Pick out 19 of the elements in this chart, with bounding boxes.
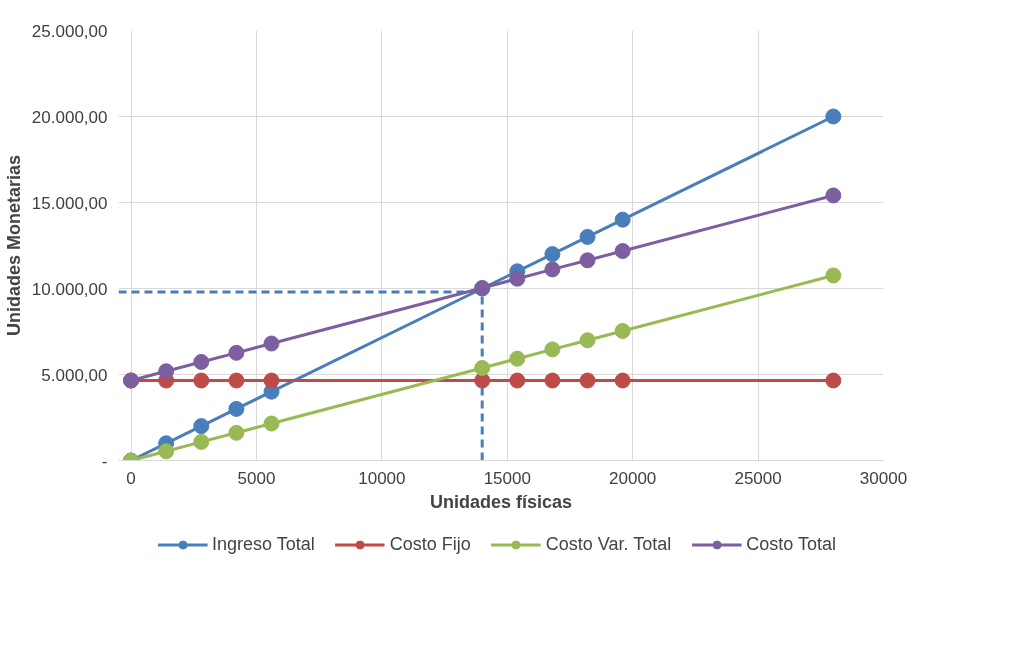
x-tick-label: 20000 (609, 468, 657, 488)
y-axis-title: Unidades Monetarias (3, 154, 24, 337)
legend-label: Costo Total (746, 533, 836, 555)
x-tick-label: 0 (126, 468, 136, 488)
x-tick-label: 15000 (483, 468, 531, 488)
x-tick-label: 30000 (859, 468, 908, 488)
legend-label: Costo Fijo (389, 533, 471, 555)
y-tick-label: 5.000,00 (41, 365, 108, 385)
legend-label: Ingreso Total (212, 533, 315, 555)
x-tick-label: 25000 (734, 468, 782, 488)
x-tick-label: 5000 (237, 468, 276, 488)
y-tick-label: 25.000,00 (31, 21, 108, 41)
x-axis-title: Unidades físicas (429, 491, 573, 512)
legend-label: Costo Var. Total (545, 533, 672, 555)
y-tick-label: - (101, 451, 108, 471)
y-tick-label: 15.000,00 (31, 193, 108, 213)
y-tick-label: 20.000,00 (31, 107, 108, 127)
x-tick-label: 10000 (358, 468, 406, 488)
y-tick-label: 10.000,00 (31, 279, 108, 299)
